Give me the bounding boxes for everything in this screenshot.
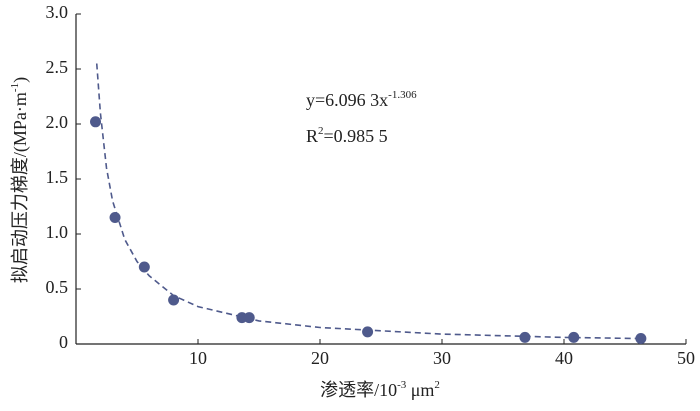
- y-tick-label: 0: [59, 332, 68, 352]
- equation-exp: -1.306: [388, 89, 417, 101]
- x-tick-label: 20: [311, 348, 329, 368]
- y-tick-label: 1.0: [46, 222, 69, 242]
- y-label-close: ): [10, 77, 31, 83]
- y-tick-label: 2.5: [46, 57, 69, 77]
- point: [138, 261, 150, 273]
- x-tick-label: 40: [555, 348, 573, 368]
- x-tick-label: 30: [433, 348, 451, 368]
- point: [90, 116, 102, 128]
- equation-main: y=6.096 3x: [306, 90, 388, 110]
- y-tick-label: 3.0: [46, 2, 69, 22]
- x-tick-label: 10: [189, 348, 207, 368]
- x-label-unit: μm: [406, 380, 434, 400]
- y-label-main: 拟启动压力梯度/(MPa·m: [10, 92, 31, 283]
- x-label-main: 渗透率/10: [320, 380, 397, 400]
- point: [362, 326, 374, 338]
- y-tick-label: 2.0: [46, 112, 69, 132]
- y-tick-label: 1.5: [46, 167, 69, 187]
- r-main: R: [306, 126, 318, 146]
- point: [243, 312, 255, 324]
- y-tick-label: 0.5: [46, 277, 69, 297]
- y-label-exp: -1: [9, 83, 21, 92]
- x-label-exp: 2: [434, 379, 440, 391]
- equation: y=6.096 3x-1.306: [306, 89, 417, 111]
- y-axis-label: 拟启动压力梯度/(MPa·m-1): [9, 77, 32, 283]
- r-squared: R2=0.985 5: [306, 125, 388, 147]
- r-exp: 2: [318, 125, 324, 137]
- fit-line: [95, 63, 638, 340]
- point: [568, 331, 580, 343]
- point: [168, 294, 180, 306]
- point: [519, 331, 531, 343]
- point: [635, 333, 647, 344]
- point: [109, 212, 121, 223]
- x-label-exp: -3: [397, 379, 407, 391]
- r-value: =0.985 5: [324, 126, 388, 146]
- x-axis-label: 渗透率/10-3 μm2: [320, 379, 440, 401]
- x-tick-label: 50: [677, 348, 695, 368]
